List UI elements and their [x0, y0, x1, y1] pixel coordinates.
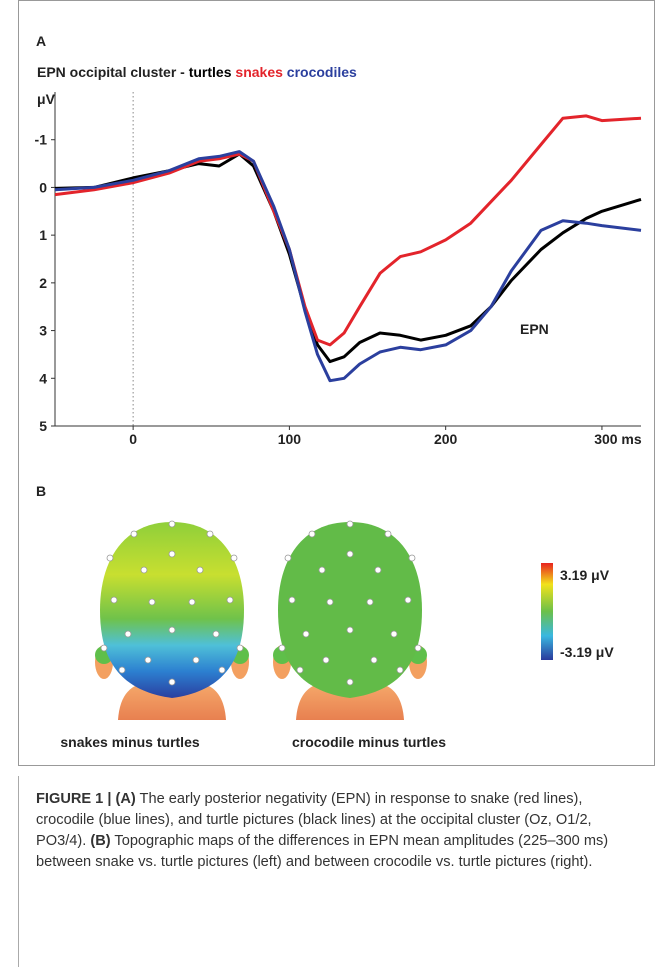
electrode — [414, 644, 422, 652]
chart-title: EPN occipital cluster - turtles snakes c… — [37, 64, 357, 80]
caption-run: FIGURE 1 | (A) — [36, 791, 136, 807]
y-tick-label: 0 — [39, 179, 47, 195]
y-tick-label: 2 — [39, 275, 47, 291]
y-tick-label: 3 — [39, 323, 47, 339]
map-label: snakes minus turtles — [60, 734, 199, 750]
annotation: EPN — [520, 321, 549, 337]
x-tick-label: 200 — [434, 431, 458, 447]
electrode — [404, 596, 412, 604]
electrode — [308, 530, 316, 538]
electrode — [374, 566, 382, 574]
electrode — [346, 678, 354, 686]
electrode — [206, 530, 214, 538]
electrode — [346, 626, 354, 634]
series-line — [54, 150, 642, 383]
electrode — [390, 630, 398, 638]
electrode — [236, 644, 244, 652]
electrode — [346, 550, 354, 558]
electrode — [284, 554, 292, 562]
electrode — [118, 666, 126, 674]
electrode — [196, 566, 204, 574]
electrode — [366, 598, 374, 606]
y-tick-label: 1 — [39, 227, 47, 243]
title-part: EPN occipital cluster - — [37, 64, 185, 80]
electrode — [230, 554, 238, 562]
electrode — [148, 598, 156, 606]
electrode — [302, 630, 310, 638]
electrode — [346, 520, 354, 528]
x-tick-label: 0 — [129, 431, 137, 447]
electrode — [278, 644, 286, 652]
series-line — [54, 152, 642, 364]
electrode — [218, 666, 226, 674]
electrode — [106, 554, 114, 562]
series-line — [54, 114, 642, 347]
electrode — [226, 596, 234, 604]
x-tick-label: 100 — [278, 431, 302, 447]
y-tick-label: -1 — [35, 132, 48, 148]
caption-run: (B) — [90, 833, 111, 849]
electrode — [144, 656, 152, 664]
electrode — [168, 678, 176, 686]
topomap-right — [273, 522, 427, 720]
panel-label: A — [36, 33, 46, 49]
caption-run: The early posterior negativity (EPN) in … — [36, 791, 592, 849]
title-part: crocodiles — [287, 64, 357, 80]
electrode — [100, 644, 108, 652]
electrode — [408, 554, 416, 562]
electrode — [168, 520, 176, 528]
x-tick-label: 300 ms — [594, 431, 642, 447]
figure: A EPN occipital cluster - turtles snakes… — [18, 0, 655, 766]
electrode — [124, 630, 132, 638]
caption-rule — [18, 776, 19, 967]
electrode — [140, 566, 148, 574]
electrode — [296, 666, 304, 674]
map-label: crocodile minus turtles — [292, 734, 446, 750]
electrode — [318, 566, 326, 574]
electrode — [370, 656, 378, 664]
electrode — [192, 656, 200, 664]
colorbar-min: -3.19 μV — [560, 644, 614, 660]
colorbar — [541, 563, 553, 660]
electrode — [168, 626, 176, 634]
electrode — [288, 596, 296, 604]
topomap-left — [95, 522, 249, 720]
electrode — [326, 598, 334, 606]
electrode — [396, 666, 404, 674]
electrodes — [100, 520, 422, 686]
y-tick-label: 5 — [39, 418, 47, 434]
electrode — [130, 530, 138, 538]
caption-run: Topographic maps of the differences in E… — [36, 833, 609, 870]
y-axis-label: μV — [37, 91, 56, 107]
electrode — [384, 530, 392, 538]
title-part: turtles — [189, 64, 232, 80]
electrode — [110, 596, 118, 604]
title-part: snakes — [235, 64, 283, 80]
panel-label: B — [36, 483, 46, 499]
colorbar-max: 3.19 μV — [560, 567, 610, 583]
electrode — [212, 630, 220, 638]
caption: FIGURE 1 | (A) The early posterior negat… — [36, 789, 642, 873]
electrode — [188, 598, 196, 606]
y-tick-label: 4 — [39, 370, 47, 386]
electrode — [168, 550, 176, 558]
electrode — [322, 656, 330, 664]
